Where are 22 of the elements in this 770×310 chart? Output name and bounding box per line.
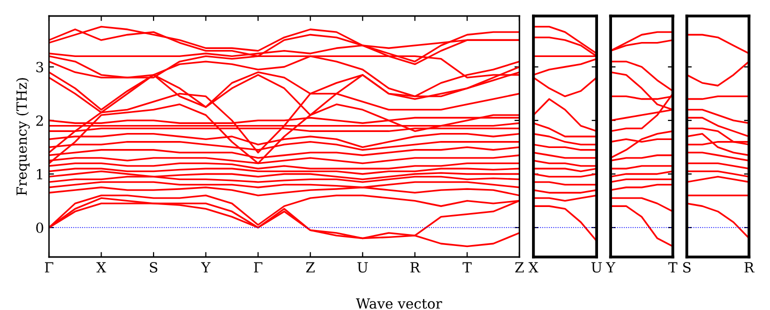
x-tick-label: X bbox=[96, 262, 106, 272]
x-tick-label: U bbox=[591, 262, 602, 273]
x-tick-label: R bbox=[744, 262, 755, 272]
y-tick-label: 0 bbox=[36, 222, 44, 234]
x-tick-label: Z bbox=[306, 262, 315, 272]
x-tick-label: X bbox=[528, 262, 538, 272]
y-tick-label: 3 bbox=[36, 62, 44, 72]
y-tick-label: 1 bbox=[36, 168, 42, 180]
x-axis-title: Wave vector bbox=[356, 298, 442, 309]
x-tick-label: R bbox=[410, 262, 420, 272]
x-tick-label: S bbox=[683, 262, 691, 273]
x-tick-label: Y bbox=[201, 262, 211, 272]
x-tick-label: T bbox=[462, 262, 472, 272]
x-tick-label: S bbox=[150, 262, 158, 273]
x-tick-label: T bbox=[668, 262, 678, 272]
x-tick-label: Γ bbox=[254, 262, 262, 272]
x-tick-label: Z bbox=[515, 262, 524, 272]
x-tick-label: Y bbox=[606, 262, 616, 272]
y-tick-label: 2 bbox=[36, 115, 43, 126]
x-tick-label: U bbox=[357, 262, 368, 273]
x-tick-label: Γ bbox=[44, 262, 54, 272]
y-axis-title: Frequency (THz) bbox=[16, 78, 30, 196]
